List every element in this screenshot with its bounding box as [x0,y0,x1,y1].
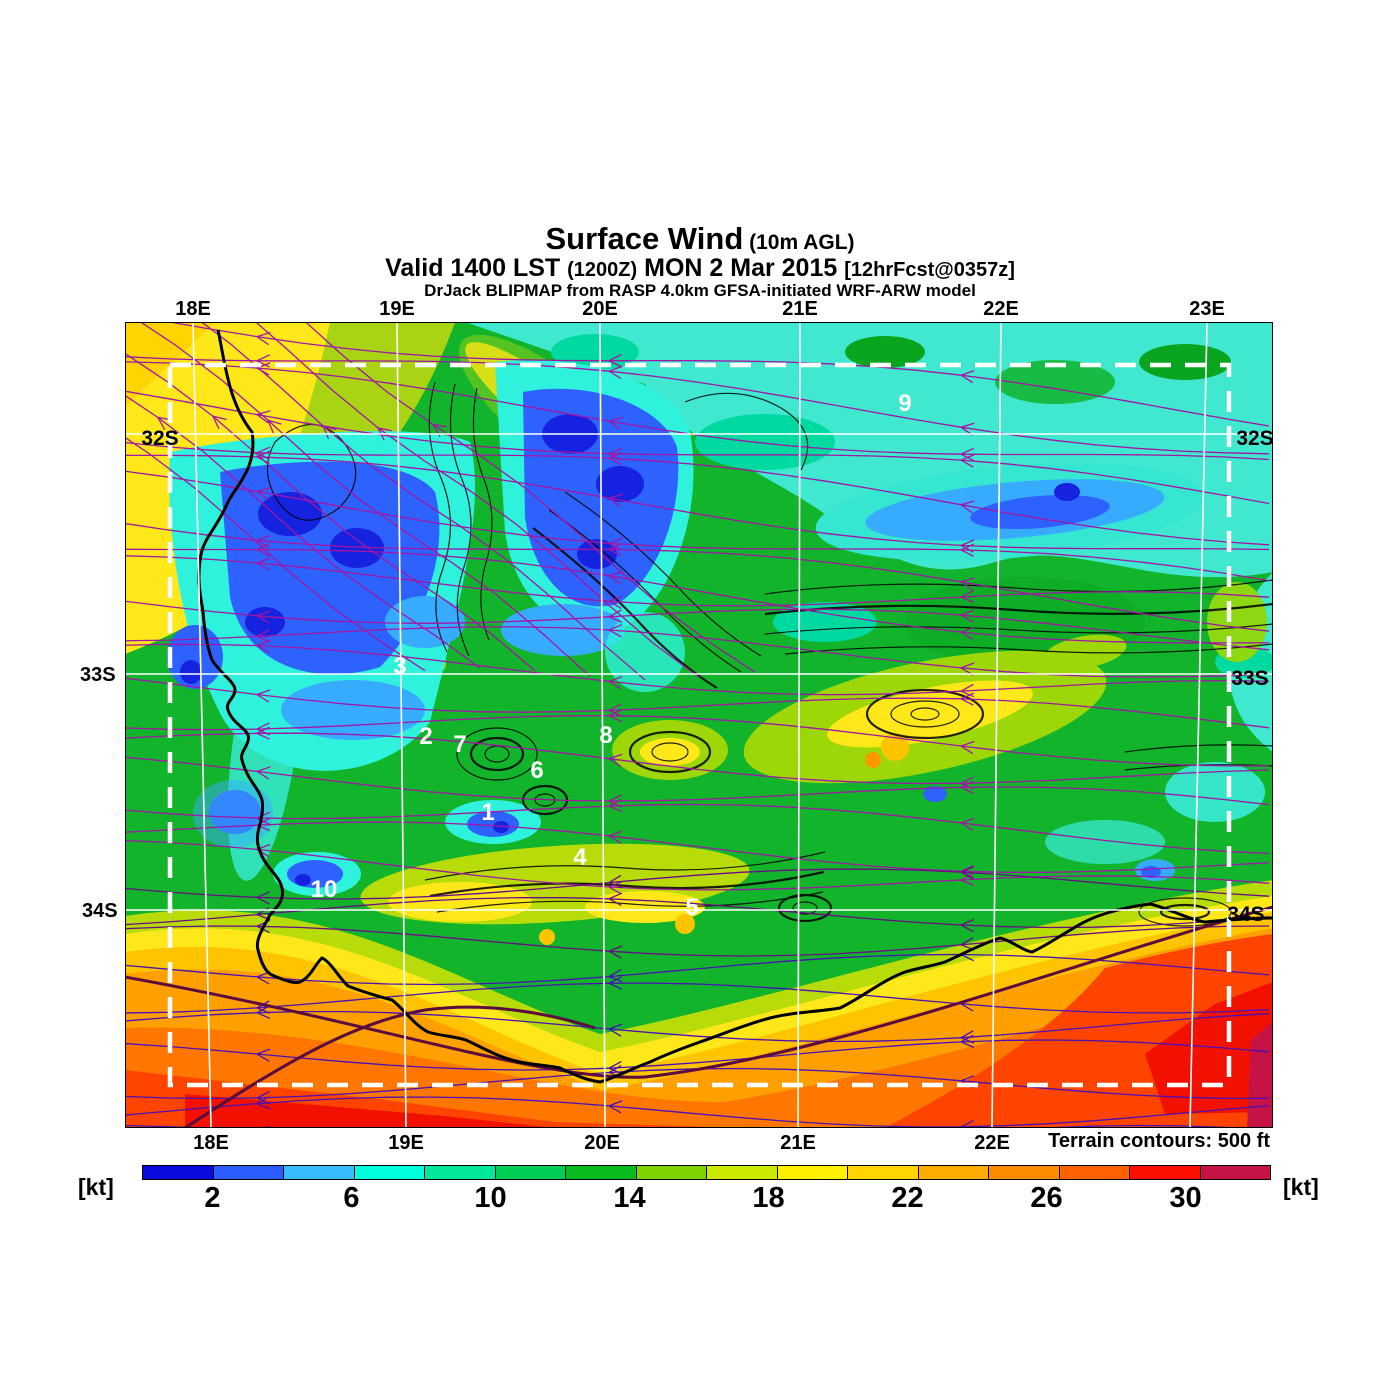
site-label-3: 3 [393,653,406,680]
colorbar-cell-14 [1129,1165,1201,1180]
colorbar-cell-7 [635,1165,707,1180]
grid-label-inner-34S: 34S [1227,903,1264,926]
axis-top-23E: 23E [1189,298,1225,320]
site-label-2: 2 [419,723,432,750]
meridian-22E [991,322,1002,1128]
meridian-20E [599,322,606,1128]
legend-unit-right: [kt] [1283,1174,1319,1200]
site-label-6: 6 [530,757,543,784]
site-label-10: 10 [311,876,338,903]
terrain-contours [266,381,1273,927]
colorbar-cell-12 [988,1165,1060,1180]
colorbar-tick-6: 6 [343,1182,360,1214]
colorbar-cell-8 [706,1165,778,1180]
axis-bottom-18E: 18E [193,1132,229,1154]
coastline [197,329,1273,1084]
axis-top-19E: 19E [379,298,415,320]
colorbar-cell-10 [847,1165,919,1180]
site-label-4: 4 [573,844,587,871]
lat-lon-grid [125,322,1273,1128]
colorbar-tick-30: 30 [1169,1182,1202,1214]
colorbar-cell-5 [494,1165,566,1180]
colorbar-tick-14: 14 [613,1182,646,1214]
colorbar-cell-1 [212,1165,284,1180]
colorbar-cell-0 [142,1165,214,1180]
axis-top-21E: 21E [782,298,818,320]
valid-time-line: Valid 1400 LST (1200Z) MON 2 Mar 2015 [1… [385,254,1015,283]
colorbar-tick-18: 18 [752,1182,785,1214]
axis-bottom-19E: 19E [388,1132,424,1154]
page-title: Surface Wind (10m AGL) [545,221,855,256]
meridian-19E [396,322,407,1128]
grid-label-inner-33S: 33S [1231,667,1268,690]
model-domain-dashed-box [167,362,1232,1088]
colorbar-tick-26: 26 [1030,1182,1063,1214]
site-label-9: 9 [898,390,911,417]
meridian-21E [797,322,801,1128]
wind-streamlines [125,322,1273,1128]
grid-label-inner-32S: 32S [141,427,178,450]
site-label-1: 1 [481,799,494,826]
grid-label-inner-32S: 32S [1236,427,1273,450]
axis-left-34S: 34S [82,900,118,922]
meridian-23E [1189,322,1208,1128]
colorbar-cell-3 [353,1165,425,1180]
axis-left-33S: 33S [80,664,116,686]
legend-unit-left: [kt] [78,1174,114,1200]
colorbar-cell-2 [283,1165,355,1180]
axis-bottom-21E: 21E [780,1132,816,1154]
colorbar-cell-4 [424,1165,496,1180]
axis-top-22E: 22E [983,298,1019,320]
axis-top-20E: 20E [582,298,618,320]
axis-bottom-22E: 22E [974,1132,1010,1154]
model-line: DrJack BLIPMAP from RASP 4.0km GFSA-init… [424,281,976,301]
colorbar-cell-13 [1058,1165,1130,1180]
terrain-contours-note: Terrain contours: 500 ft [1048,1130,1270,1152]
site-label-7: 7 [453,731,466,758]
colorbar-tick-22: 22 [891,1182,924,1214]
wind-speed-field [125,322,1273,1128]
axis-top-18E: 18E [175,298,211,320]
colorbar-cell-15 [1199,1165,1271,1180]
colorbar-tick-10: 10 [474,1182,507,1214]
meridian-18E [192,322,212,1128]
site-label-5: 5 [685,894,698,921]
colorbar-cell-6 [565,1165,637,1180]
site-labels: 1 2 3 4 5 6 7 8 9 10 32S 32S 33S 34S [141,390,1273,926]
colorbar-cell-9 [776,1165,848,1180]
title-level-suffix: (10m AGL) [743,231,855,254]
title-block: Surface Wind (10m AGL) Valid 1400 LST (1… [0,222,1400,301]
surface-wind-map: 1 2 3 4 5 6 7 8 9 10 32S 32S 33S 34S [125,322,1273,1128]
axis-bottom-20E: 20E [584,1132,620,1154]
colorbar-tick-2: 2 [204,1182,221,1214]
wind-speed-colorbar [142,1165,1271,1180]
colorbar-cell-11 [917,1165,989,1180]
site-label-8: 8 [599,722,612,749]
